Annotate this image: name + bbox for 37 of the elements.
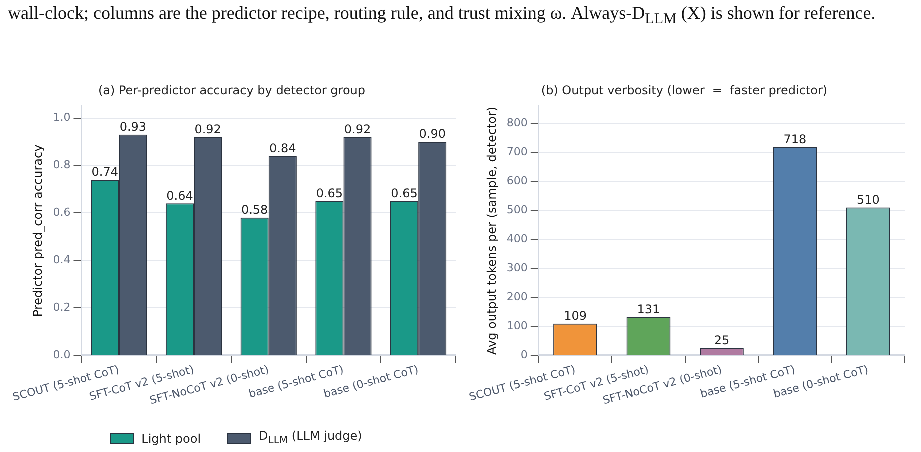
- y-tick-label: 0.4: [53, 253, 71, 266]
- legend-label: Light pool: [142, 430, 202, 447]
- data-label: 0.84: [270, 141, 296, 156]
- y-tick-label: 700: [506, 146, 528, 159]
- y-tick-label: 500: [506, 204, 528, 217]
- y-tick-label: 800: [506, 116, 528, 130]
- y-tick-label: 1.0: [53, 111, 71, 124]
- y-tick-label: 0.2: [53, 300, 71, 314]
- data-label: 0.93: [120, 120, 147, 134]
- y-tick-label: 0.6: [53, 206, 71, 220]
- data-label: 0.64: [166, 188, 194, 203]
- y-tick-label: 0.8: [53, 158, 71, 172]
- data-label: 0.74: [92, 165, 118, 180]
- data-label: 0.65: [391, 186, 418, 200]
- y-tick-label: 100: [506, 319, 528, 332]
- data-label: 109: [564, 309, 587, 324]
- data-label: 510: [856, 192, 880, 207]
- y-tick-label: 400: [506, 232, 528, 246]
- chart-title: (b) Output verbosity (lower = faster predictor): [541, 83, 828, 98]
- data-label: 0.92: [194, 122, 222, 136]
- y-axis-title: Predictor pred_corr accuracy: [31, 144, 46, 318]
- y-tick-label: 200: [506, 290, 528, 304]
- y-tick-label: 600: [506, 174, 528, 188]
- data-label: 0.65: [316, 186, 344, 200]
- data-label: 0.92: [344, 122, 372, 136]
- chart-title: (a) Per-predictor accuracy by detector group: [98, 83, 366, 98]
- data-label: 718: [784, 132, 807, 147]
- y-axis-title: Avg output tokens per (sample, detector): [484, 106, 499, 355]
- y-tick-label: 0: [520, 348, 528, 362]
- y-tick-label: 0.0: [53, 348, 71, 362]
- y-tick-label: 300: [506, 261, 528, 274]
- text: wall-clock; columns are the predictor recipe, routing rule, and trust mixing ω. Always-D$_{LLM}$ (X) is shown for reference.: [8, 2, 877, 30]
- data-label: 131: [637, 302, 660, 317]
- data-label: 0.90: [419, 127, 446, 142]
- legend-label: D$_{LLM}$ (LLM judge): [259, 428, 362, 448]
- data-label: 0.58: [241, 203, 268, 218]
- data-label: 25: [714, 333, 730, 348]
